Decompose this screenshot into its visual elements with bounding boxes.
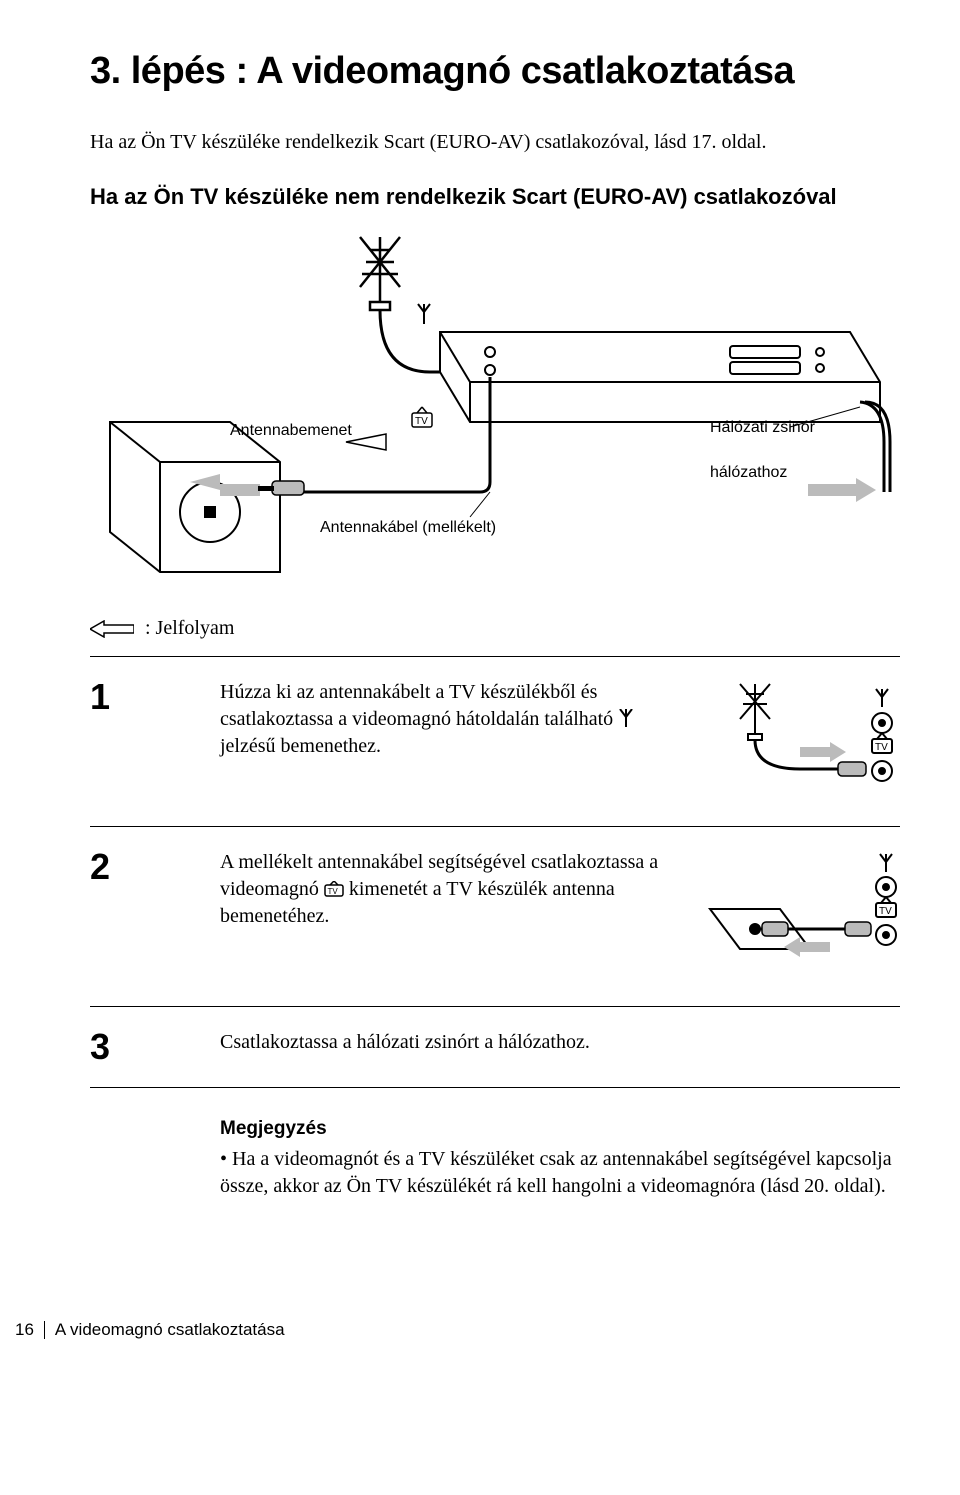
tv-out-icon: TV — [412, 407, 432, 427]
note-text: • Ha a videomagnót és a TV készüléket cs… — [220, 1146, 900, 1200]
power-cord-label: Hálózati zsinór — [710, 419, 816, 436]
note-block: Megjegyzés • Ha a videomagnót és a TV ké… — [90, 1088, 900, 1200]
page-number: 16 — [15, 1320, 34, 1340]
step-number: 1 — [90, 679, 220, 715]
antenna-input-label: Antennabemenet — [230, 422, 352, 439]
vcr-icon — [440, 332, 880, 422]
outlet-label: hálózathoz — [710, 464, 787, 481]
sub-heading: Ha az Ön TV készüléke nem rendelkezik Sc… — [90, 183, 900, 212]
antenna-in-icon — [618, 709, 634, 727]
page-footer: 16 A videomagnó csatlakoztatása — [15, 1320, 900, 1340]
step-figure: TV — [680, 849, 900, 984]
tv-out-icon: TV — [324, 881, 344, 897]
intro-paragraph: Ha az Ön TV készüléke rendelkezik Scart … — [90, 129, 900, 155]
wall-antenna-icon — [740, 684, 770, 740]
svg-text:TV: TV — [875, 742, 888, 753]
wall-antenna-icon — [360, 237, 400, 310]
step-text: Csatlakoztassa a hálózati zsinórt a háló… — [220, 1029, 680, 1056]
page-title: 3. lépés : A videomagnó csatlakoztatása — [90, 50, 900, 93]
svg-text:TV: TV — [415, 416, 428, 427]
flow-arrow-icon — [90, 620, 134, 638]
signal-flow-label: : Jelfolyam — [145, 617, 234, 639]
svg-text:TV: TV — [879, 906, 892, 917]
step-text: A mellékelt antennakábel segítségével cs… — [220, 849, 680, 930]
step-text: Húzza ki az antennakábelt a TV készülékb… — [220, 679, 680, 760]
svg-text:TV: TV — [327, 887, 338, 896]
wiring-diagram: Hálózati zsinór hálózathoz Antennabemene… — [90, 232, 900, 597]
note-heading: Megjegyzés — [220, 1118, 900, 1140]
antenna-in-icon — [418, 304, 430, 324]
step-row: 1 Húzza ki az antennakábelt a TV készülé… — [90, 657, 900, 827]
footer-title: A videomagnó csatlakoztatása — [55, 1320, 285, 1340]
footer-separator — [44, 1321, 45, 1339]
step-number: 3 — [90, 1029, 220, 1065]
step-figure: TV — [680, 679, 900, 804]
tv-set-icon — [110, 422, 280, 572]
antenna-cable-label: Antennakábel (mellékelt) — [320, 519, 496, 536]
step-row: 2 A mellékelt antennakábel segítségével … — [90, 827, 900, 1007]
signal-flow-legend: : Jelfolyam — [90, 607, 900, 657]
step-row: 3 Csatlakoztassa a hálózati zsinórt a há… — [90, 1007, 900, 1088]
step-number: 2 — [90, 849, 220, 885]
